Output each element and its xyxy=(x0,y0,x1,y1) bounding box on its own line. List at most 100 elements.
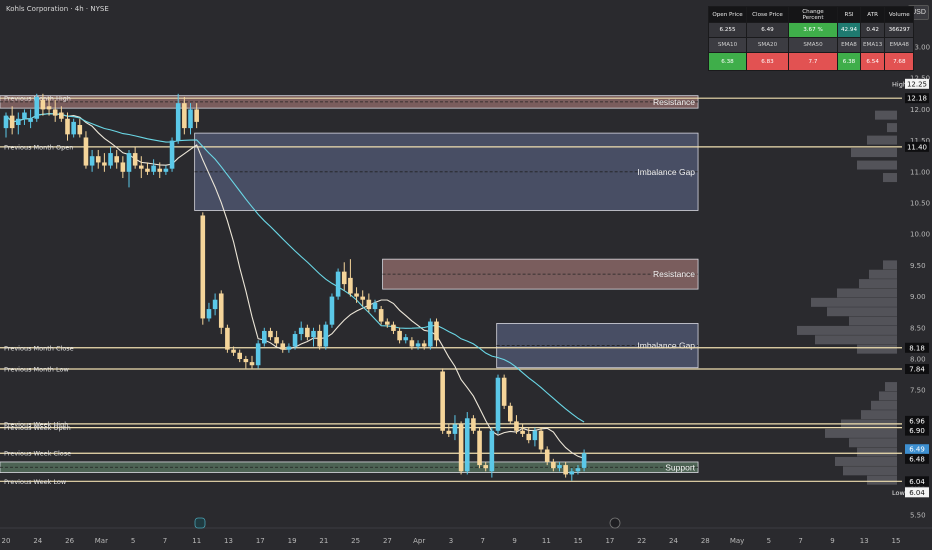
candle xyxy=(126,149,132,188)
y-tick-label: 7.50 xyxy=(910,387,926,395)
candle-body xyxy=(526,433,532,441)
candle-body xyxy=(225,327,230,350)
candle xyxy=(280,340,286,353)
y-tick-label: 5.50 xyxy=(910,512,926,520)
candle xyxy=(446,424,452,437)
candle-body xyxy=(317,330,322,347)
candle-body xyxy=(237,352,242,359)
candle-body xyxy=(120,162,126,172)
candle-body xyxy=(126,153,132,172)
candle xyxy=(139,156,144,179)
candle-body xyxy=(501,377,507,406)
candle xyxy=(169,137,175,172)
candle xyxy=(28,109,33,129)
stat-header-change: Change Percent xyxy=(789,7,837,22)
candle-body xyxy=(581,453,587,468)
candle xyxy=(231,346,236,356)
volume-profile-bar xyxy=(851,148,897,158)
volume-profile-bar xyxy=(797,325,897,335)
candle-body xyxy=(286,346,292,350)
candle xyxy=(59,106,64,122)
stat-value-sma10: 6.38 xyxy=(709,53,746,70)
candle-body xyxy=(108,153,113,166)
candle xyxy=(298,321,304,341)
candle-body xyxy=(311,330,316,338)
candle xyxy=(514,415,519,434)
price-label-name: High xyxy=(892,80,907,88)
y-tick-label: 11.00 xyxy=(910,168,930,176)
level-label: Previous Week Open xyxy=(4,424,71,432)
volume-profile-bar xyxy=(849,316,897,326)
candle xyxy=(569,468,575,481)
candle xyxy=(489,427,495,478)
candle xyxy=(440,368,445,434)
zone-support xyxy=(0,461,699,473)
candle-body xyxy=(551,461,556,469)
candle-body xyxy=(360,296,365,300)
zone-label: Imbalance Gap xyxy=(637,341,695,351)
earnings-event-icon[interactable] xyxy=(194,517,206,529)
candle-body xyxy=(280,343,286,350)
volume-profile-bar xyxy=(867,475,897,485)
candle xyxy=(329,293,335,328)
candle xyxy=(102,153,107,172)
y-tick-label: 10.00 xyxy=(910,231,930,239)
x-tick-label: 25 xyxy=(351,537,360,545)
x-tick-label: 9 xyxy=(512,537,516,545)
volume-profile-bar xyxy=(835,456,897,466)
level-label: Previous Month Close xyxy=(4,344,74,352)
x-tick-label: 5 xyxy=(131,537,135,545)
price-label-box xyxy=(905,453,929,464)
dividend-event-icon[interactable] xyxy=(609,517,621,529)
candle-body xyxy=(52,109,58,116)
x-tick-label: 15 xyxy=(574,537,583,545)
volume-profile-bar xyxy=(815,335,897,345)
candle xyxy=(286,343,292,353)
candle-body xyxy=(477,430,482,466)
price-label-box xyxy=(905,93,929,104)
volume-profile-bar xyxy=(859,279,897,289)
candle xyxy=(323,321,329,350)
volume-profile-bar xyxy=(871,400,897,410)
candle-body xyxy=(175,103,181,141)
candle-body xyxy=(188,109,193,129)
candle-body xyxy=(563,465,568,475)
candle-body xyxy=(28,118,33,122)
price-label-box xyxy=(905,425,929,436)
candle xyxy=(391,321,396,335)
candle xyxy=(9,106,15,135)
stat-header-open: Open Price xyxy=(709,7,746,22)
price-label-box xyxy=(905,363,929,374)
x-tick-label: 17 xyxy=(256,537,265,545)
x-tick-label: 7 xyxy=(798,537,802,545)
price-label-value: 6.48 xyxy=(909,455,925,463)
y-tick-label: 12.50 xyxy=(910,75,930,83)
y-tick-label: 8.00 xyxy=(910,356,926,364)
candle xyxy=(52,100,58,122)
stat-value-ema48: 7.68 xyxy=(885,53,914,70)
candle-body xyxy=(212,299,218,310)
candle xyxy=(311,327,316,347)
volume-profile-bar xyxy=(811,297,897,307)
candle-body xyxy=(255,343,261,366)
candle-body xyxy=(335,271,341,297)
stat-header-rsi: RSI xyxy=(838,7,860,22)
stat-value-close: 6.49 xyxy=(747,23,788,37)
candle-body xyxy=(434,321,439,341)
candle xyxy=(157,162,163,179)
candle xyxy=(305,324,310,341)
candle xyxy=(452,415,458,441)
candle xyxy=(83,131,89,169)
candle xyxy=(458,421,464,475)
candle xyxy=(551,458,556,472)
price-label-value: 6.96 xyxy=(909,417,925,425)
candle-body xyxy=(489,430,495,472)
candle xyxy=(175,93,181,144)
stat-value-ema13: 6.54 xyxy=(861,53,885,70)
candle-body xyxy=(157,168,163,172)
price-label-box xyxy=(905,78,929,89)
x-tick-label: 17 xyxy=(605,537,614,545)
candle-body xyxy=(114,156,119,163)
candle-body xyxy=(83,137,89,166)
